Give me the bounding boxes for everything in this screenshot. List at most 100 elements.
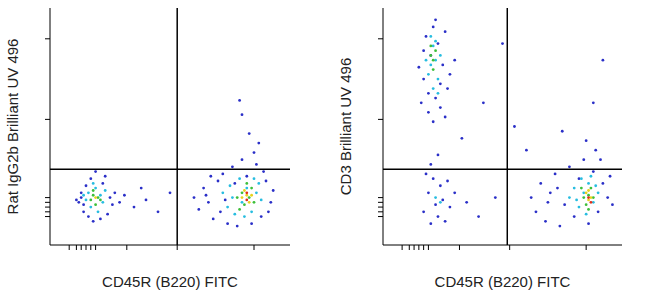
y-axis [50,8,51,245]
event-dot [260,215,263,218]
event-dot [89,199,92,202]
panel: CD45R (B220) FITCCD3 Brilliant UV 496 [337,8,622,290]
event-dot [590,175,593,178]
event-dot [434,49,437,52]
event-dot [241,191,244,194]
event-dot [437,215,440,218]
event-dot [241,201,244,204]
event-dot [260,199,263,202]
event-dot [238,208,241,211]
event-dot [99,199,102,202]
event-dot [248,196,251,199]
y-tick [45,38,50,39]
event-dot [420,101,423,104]
event-dot [106,213,109,216]
event-dot [439,184,442,187]
event-dot [563,203,566,206]
event-dot [123,194,126,197]
event-dot [437,154,440,157]
event-dot [94,187,97,190]
event-dot [432,177,435,180]
event-dot [257,182,260,185]
event-dot [465,201,468,204]
points [50,8,290,245]
event-dot [99,218,102,221]
event-dot [97,210,100,213]
event-dot [422,78,425,81]
event-dot [432,45,435,48]
event-dot [587,182,590,185]
event-dot [575,199,578,202]
event-dot [245,199,248,202]
event-dot [269,201,272,204]
event-dot [582,196,585,199]
event-dot [549,191,552,194]
event-dot [609,175,612,178]
event-dot [587,196,590,199]
event-dot [568,165,571,168]
event-dot [241,196,244,199]
event-dot [439,201,442,204]
event-dot [425,35,428,38]
event-dot [573,187,576,190]
event-dot [250,210,253,213]
event-dot [118,201,121,204]
event-dot [432,120,435,123]
event-dot [80,191,83,194]
event-dot [209,175,212,178]
event-dot [437,42,440,45]
event-dot [89,177,92,180]
event-dot [94,196,97,199]
event-dot [578,177,581,180]
event-dot [432,87,435,90]
event-dot [229,184,232,187]
event-dot [422,49,425,52]
x-tick [90,245,91,250]
event-dot [590,196,593,199]
event-dot [585,139,588,142]
event-dot [253,201,256,204]
y-tick [378,197,383,198]
event-dot [202,187,205,190]
event-dot [92,182,95,185]
event-dot [272,189,275,192]
event-dot [434,40,437,43]
x-tick [126,245,127,250]
event-dot [453,191,456,194]
event-dot [94,170,97,173]
y-axis-title: Rat IgG2b Brilliant UV 496 [4,39,21,215]
event-dot [611,203,614,206]
event-dot [460,137,463,140]
x-axis-title: CD45R (B220) FITC [102,273,238,290]
event-dot [482,101,485,104]
event-dot [439,106,442,109]
event-dot [255,163,258,166]
event-dot [77,201,80,204]
event-dot [253,177,256,180]
event-dot [429,163,432,166]
event-dot [556,187,559,190]
event-dot [432,26,435,29]
event-dot [197,208,200,211]
points [383,8,622,245]
event-dot [89,206,92,209]
x-tick [254,245,255,250]
event-dot [427,191,430,194]
event-dot [449,73,452,76]
event-dot [585,203,588,206]
event-dot [444,30,447,33]
x-tick [177,245,178,250]
event-dot [585,213,588,216]
event-dot [241,158,244,161]
y-tick [378,207,383,208]
event-dot [82,194,85,197]
event-dot [250,194,253,197]
event-dot [597,210,600,213]
event-dot [444,116,447,119]
event-dot [554,173,557,176]
event-dot [92,194,95,197]
event-dot [446,87,449,90]
event-dot [157,210,160,213]
event-dot [437,78,440,81]
event-dot [221,191,224,194]
